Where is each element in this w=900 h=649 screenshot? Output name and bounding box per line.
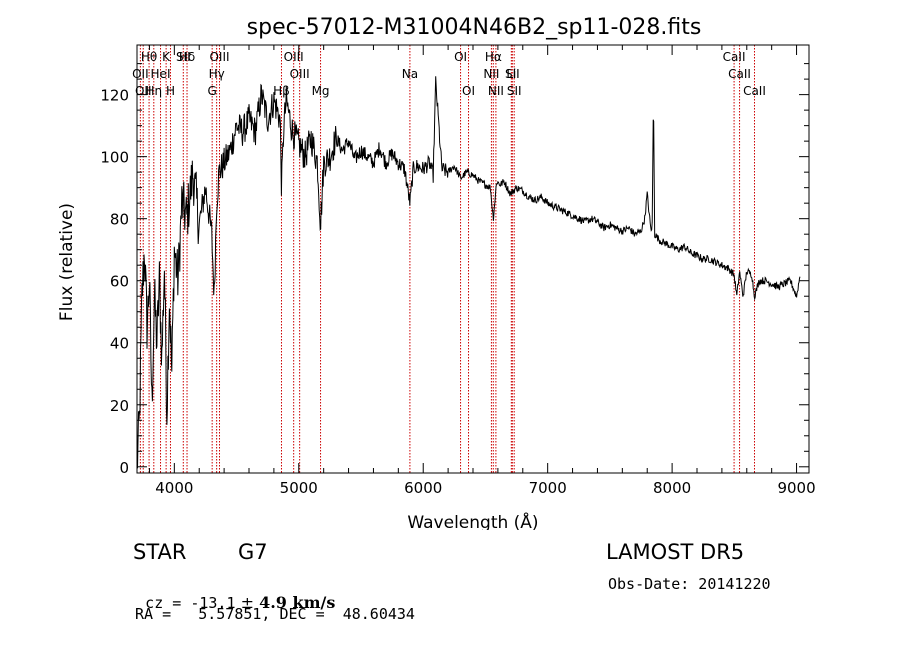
- y-tick-label-4: 80: [110, 211, 129, 229]
- data-release: LAMOST DR5: [606, 540, 745, 564]
- line-label-1-7: Li: [506, 67, 516, 81]
- y-tick-label-1: 20: [110, 397, 129, 415]
- cz-error: 4.9 km/s: [259, 593, 336, 612]
- cz-plus-minus: ±: [240, 593, 254, 612]
- x-axis-label: Wavelength (Å): [407, 511, 538, 530]
- line-label-2-2: H: [166, 84, 175, 98]
- line-label-0-1: K: [162, 50, 171, 64]
- x-tick-label-1: 5000: [280, 479, 318, 497]
- axis-ticks: 4000 5000 6000 7000 8000 9000 0 20 40 60 80 100 120: [100, 45, 816, 497]
- y-axis-label: Flux (relative): [57, 203, 77, 321]
- coordinates: RA = 5.57851, DEC = 48.60434: [135, 605, 415, 623]
- line-label-2-8: SII: [507, 84, 522, 98]
- x-tick-label-4: 8000: [653, 479, 691, 497]
- line-label-0-8: CaII: [723, 50, 746, 64]
- line-label-2-3: G: [208, 84, 217, 98]
- object-class: STAR: [133, 540, 187, 564]
- line-label-0-3: OIII: [209, 50, 229, 64]
- line-label-2-7: NII: [488, 84, 504, 98]
- cz-prefix: cz =: [145, 594, 191, 612]
- line-label-0-2: Hδ: [179, 50, 195, 64]
- line-label-0-4: OIII: [284, 50, 304, 64]
- chart-title: spec-57012-M31004N46B2_sp11-028.fits: [247, 15, 702, 40]
- line-label-2-9: CaII: [743, 84, 766, 98]
- line-label-0-7: SII: [176, 50, 191, 64]
- line-label-0-5: OI: [454, 50, 467, 64]
- line-label-2-4: Hβ: [273, 84, 290, 98]
- line-label-0-6: Hα: [485, 50, 502, 64]
- line-label-1-2: SII: [505, 67, 520, 81]
- x-tick-label-2: 6000: [404, 479, 442, 497]
- x-tick-label-3: 7000: [529, 479, 567, 497]
- y-tick-label-2: 40: [110, 335, 129, 353]
- cz-value: -13.1: [190, 594, 236, 612]
- y-tick-label-0: 0: [119, 459, 129, 477]
- line-label-2-1: Hη: [145, 84, 162, 98]
- y-tick-label-5: 100: [100, 149, 129, 167]
- observation-date: Obs-Date: 20141220: [608, 575, 771, 593]
- y-tick-label-3: 60: [110, 273, 129, 291]
- line-label-1-5: Na: [402, 67, 418, 81]
- object-subclass: G7: [238, 540, 268, 564]
- line-label-1-3: Hγ: [209, 67, 225, 81]
- x-tick-label-5: 9000: [777, 479, 815, 497]
- line-label-1-8: CaII: [728, 67, 751, 81]
- line-label-2-5: Mg: [312, 84, 330, 98]
- line-label-0-0: Hθ: [141, 50, 157, 64]
- line-label-1-1: HeI: [151, 67, 171, 81]
- emission-line-markers: [139, 45, 755, 473]
- y-tick-label-6: 120: [100, 87, 129, 105]
- spectrum-line: [136, 76, 801, 469]
- x-tick-label-0: 4000: [155, 479, 193, 497]
- redshift-readout: cz = -13.1 ± 4.9 km/s: [135, 574, 335, 612]
- line-label-2-6: OI: [462, 84, 475, 98]
- line-label-1-4: OIII: [290, 67, 310, 81]
- spectrum-chart: spec-57012-M31004N46B2_sp11-028.fits Hθ K…: [57, 15, 816, 530]
- line-label-1-6: NII: [483, 67, 499, 81]
- line-label-1-0: OII: [132, 67, 149, 81]
